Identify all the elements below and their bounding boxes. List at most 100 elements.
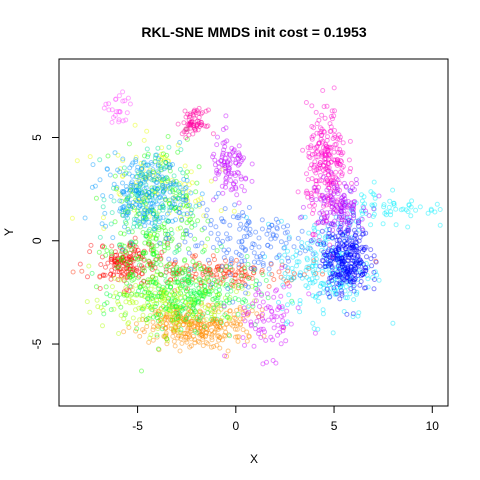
data-point-cyan [323,264,328,270]
data-point-deep-blue [345,274,351,280]
data-point-sky [144,162,150,168]
data-point-orange [197,308,203,314]
data-point-deep-blue [334,280,340,286]
data-point-sky [143,162,149,168]
data-point-cyan [330,254,336,260]
data-point-magenta [339,200,345,206]
data-point-magenta [325,144,331,150]
data-point-deep-blue [336,242,342,248]
data-point-pink [194,123,200,129]
data-point-red [131,249,137,255]
data-point-cyan [340,256,346,262]
data-point-deep-blue [352,272,358,278]
data-point-green [173,194,179,199]
data-point-red-band [229,260,235,266]
data-point-cyan [390,320,396,326]
data-point-red [124,275,130,280]
data-point-sky [121,203,127,209]
data-point-red-band [164,280,170,285]
data-point-yellow-green [109,284,115,290]
data-point-orange [183,337,189,343]
data-point-green-2 [236,282,241,288]
data-point-magenta [330,174,336,180]
data-point-teal [119,209,125,215]
data-point-deep-blue [345,266,351,272]
data-point-deep-blue [347,269,353,275]
data-point-sky [121,189,127,195]
data-point-purple-arc [256,289,262,295]
data-point-yellow [144,176,150,182]
data-point-red [109,253,115,259]
data-point-magenta [335,160,341,166]
data-point-teal [160,207,166,213]
data-point-orange [184,313,190,319]
data-point-green-2 [152,304,158,309]
data-point-magenta [329,254,335,260]
data-point-yellow [159,151,165,157]
data-point-deep-blue [336,260,342,265]
data-point-deep-blue [346,217,352,223]
data-point-purple-arc [281,312,287,318]
data-point-yellow-green [170,316,176,322]
data-point-green [163,236,169,241]
data-point-cyan [282,271,288,276]
data-point-sky [126,200,132,206]
data-point-violet-2 [336,209,342,215]
data-point-green [150,169,156,175]
data-point-yellow-green [145,300,151,305]
data-point-orange [210,318,216,324]
data-point-yellow-green [212,312,218,318]
data-point-deep-blue [344,272,350,278]
data-point-cyan [325,236,331,242]
data-point-yellow [165,158,171,164]
data-point-green [184,169,190,175]
data-point-red-band [212,257,217,263]
data-point-magenta [321,129,327,135]
data-point-teal [117,242,122,248]
data-point-green [146,239,152,245]
data-point-deep-blue [350,242,355,248]
data-point-cyan [299,240,305,246]
data-point-yellow [150,170,156,176]
data-point-cyan-arm [408,213,414,219]
data-point-sky [153,215,159,221]
data-point-deep-blue [337,214,342,220]
data-point-blue [213,224,219,230]
data-point-yellow-green [252,298,258,304]
data-point-magenta [305,190,311,196]
data-point-magenta [334,199,340,205]
data-point-green [198,266,204,272]
data-point-violet-2 [330,227,336,233]
data-point-yellow [141,137,147,143]
data-point-green-2 [200,249,206,255]
data-point-violet [233,186,239,192]
data-point-green [156,225,162,231]
data-point-deep-blue [331,256,337,262]
data-point-green-2 [183,317,189,323]
data-point-magenta [317,162,323,168]
data-point-yellow-green [143,294,149,300]
data-point-orange [157,317,163,323]
data-point-yellow-green [162,306,168,312]
data-point-violet-2 [335,177,341,183]
data-point-magenta [324,202,330,208]
data-point-magenta [340,164,346,169]
data-point-deep-blue [338,221,344,226]
data-point-yellow-green [171,311,177,316]
data-point-green-2 [159,326,165,332]
data-point-violet-2 [349,206,355,212]
data-point-magenta [322,146,328,152]
data-point-pink [183,126,189,132]
data-point-blue [184,231,190,237]
data-point-purple-arc [256,327,262,333]
data-point-yellow [163,186,169,192]
data-point-red-band [203,288,208,294]
data-point-green-2 [227,333,233,339]
data-point-cyan-arm [342,201,348,206]
data-point-violet [227,166,233,171]
data-point-yellow-green [157,310,162,316]
data-point-deep-blue [344,250,350,256]
data-point-teal [158,165,164,171]
data-point-violet [218,158,224,164]
data-point-teal [189,207,195,213]
